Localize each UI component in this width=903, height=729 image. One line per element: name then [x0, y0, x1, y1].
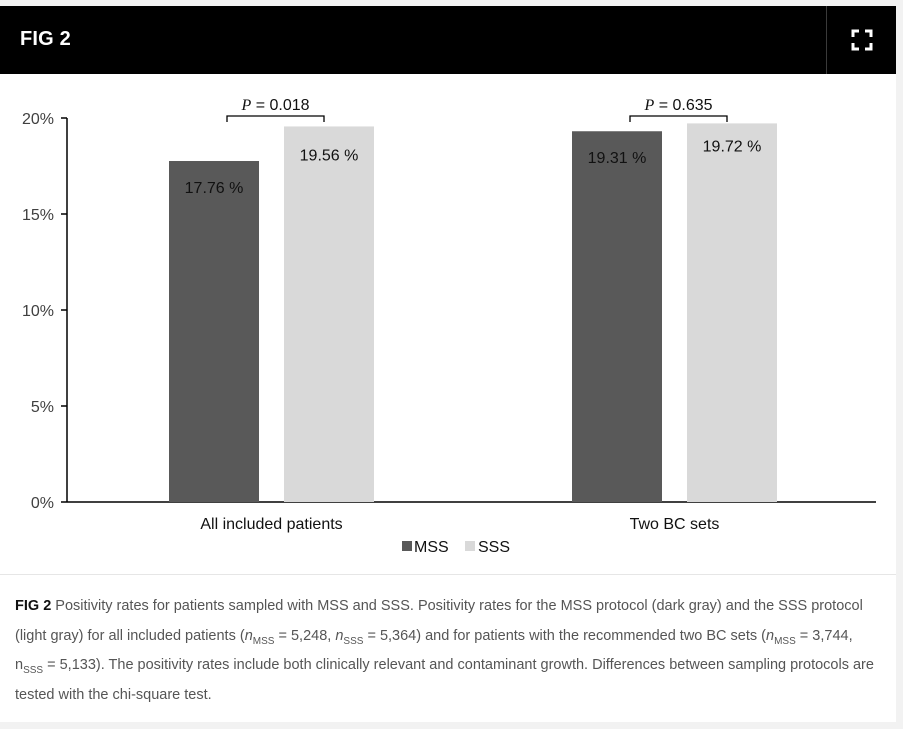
- data-label-sss: 19.72 %: [703, 138, 762, 155]
- figure-card: FIG 2 0% 5% 10% 15% 20% 17.76 % 19.56 % All inc…: [0, 6, 896, 722]
- caption-n: n: [244, 627, 253, 644]
- significance-bracket: [629, 115, 728, 122]
- y-tick-label: 20%: [22, 111, 54, 128]
- caption-sub: SSS: [343, 635, 364, 647]
- p-value-label: P = 0.018: [240, 97, 309, 114]
- p-symbol: P: [240, 97, 251, 114]
- p-value: = 0.635: [654, 97, 712, 114]
- caption-text: = 3,744, n: [15, 627, 853, 674]
- fullscreen-icon: [851, 29, 873, 51]
- caption-text: = 5,133). The positivity rates include b…: [15, 657, 874, 703]
- p-value: = 0.018: [251, 97, 309, 114]
- caption-label: FIG 2: [15, 598, 52, 614]
- caption-n: n: [335, 627, 344, 644]
- legend-swatch-sss: [465, 541, 475, 551]
- significance-bracket: [226, 115, 325, 122]
- caption-sub: SSS: [23, 664, 44, 676]
- bar-chart: 0% 5% 10% 15% 20% 17.76 % 19.56 % All included …: [22, 97, 876, 556]
- y-tick-label: 10%: [22, 303, 54, 320]
- data-label-sss: 19.56 %: [300, 147, 359, 164]
- figure-header: FIG 2: [0, 6, 896, 74]
- legend-swatch-mss: [402, 541, 412, 551]
- expand-button[interactable]: [840, 22, 884, 58]
- y-tick-label: 15%: [22, 207, 54, 224]
- data-label-mss: 19.31 %: [588, 150, 647, 167]
- legend-label-sss: SSS: [478, 539, 510, 556]
- x-category-label: Two BC sets: [630, 516, 720, 533]
- caption-text: = 5,248,: [274, 627, 336, 644]
- bar-sss: [284, 126, 374, 502]
- caption-sub: MSS: [774, 635, 796, 647]
- caption-text: = 5,364) and for patients with the recom…: [363, 627, 767, 644]
- figure-title: FIG 2: [20, 28, 72, 50]
- bar-sss: [687, 123, 777, 502]
- caption-n: n: [766, 627, 775, 644]
- header-divider: [826, 6, 827, 74]
- legend-label-mss: MSS: [414, 539, 449, 556]
- bar-mss: [572, 131, 662, 503]
- y-tick-label: 0%: [31, 495, 54, 512]
- x-category-label: All included patients: [200, 516, 342, 533]
- p-value-label: P = 0.635: [643, 97, 712, 114]
- data-label-mss: 17.76 %: [185, 180, 244, 197]
- caption-text: Positivity rates for patients sampled wi…: [15, 598, 863, 644]
- bar-mss: [169, 161, 259, 502]
- y-tick-label: 5%: [31, 399, 54, 416]
- p-symbol: P: [643, 97, 654, 114]
- caption-sub: MSS: [252, 635, 275, 647]
- figure-caption: FIG 2 Positivity rates for patients samp…: [15, 592, 883, 710]
- caption-divider: [0, 574, 896, 575]
